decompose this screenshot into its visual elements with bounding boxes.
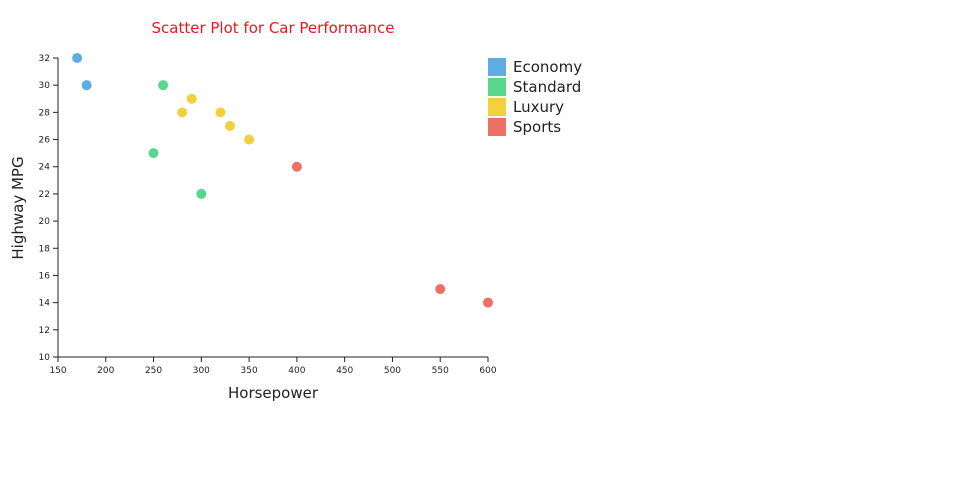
x-tick-label: 350	[241, 366, 258, 376]
y-tick-label: 22	[39, 190, 50, 200]
data-point-standard	[196, 188, 207, 199]
x-axis-ticks: 150 200 250 300 350 400 450 500 550 600	[49, 357, 497, 376]
chart-title: Scatter Plot for Car Performance	[152, 19, 395, 37]
legend-label-sports: Sports	[513, 118, 561, 136]
x-axis-title: Horsepower	[228, 384, 319, 402]
x-tick-label: 150	[49, 366, 66, 376]
data-point-luxury	[177, 107, 188, 118]
data-point-standard	[148, 148, 159, 159]
y-tick-label: 18	[39, 244, 51, 254]
data-point-standard	[158, 80, 169, 91]
y-tick-label: 20	[39, 217, 51, 227]
x-tick-label: 550	[432, 366, 449, 376]
data-point-sports	[483, 297, 493, 308]
y-tick-label: 12	[39, 326, 50, 336]
data-point-luxury	[244, 134, 255, 145]
y-tick-label: 32	[39, 54, 50, 64]
x-tick-label: 200	[97, 366, 114, 376]
data-point-economy	[81, 80, 92, 91]
data-point-sports	[435, 284, 446, 295]
x-tick-label: 300	[193, 366, 210, 376]
legend-swatch-standard	[488, 78, 506, 96]
y-axis-title: Highway MPG	[9, 156, 27, 259]
x-tick-label: 450	[336, 366, 353, 376]
x-tick-label: 600	[479, 366, 496, 376]
x-tick-label: 250	[145, 366, 162, 376]
y-axis-ticks: 10 12 14 16 18 20 22 24 26 28 30 32	[39, 54, 58, 363]
x-tick-label: 400	[288, 366, 305, 376]
data-point-sports	[291, 161, 302, 172]
legend-label-economy: Economy	[513, 58, 582, 76]
data-point-economy	[72, 53, 83, 63]
data-point-luxury	[186, 93, 197, 104]
y-tick-label: 26	[39, 136, 51, 146]
data-point-luxury	[215, 107, 226, 118]
legend-label-standard: Standard	[513, 78, 581, 96]
data-point-luxury	[225, 120, 235, 131]
x-tick-label: 500	[384, 366, 401, 376]
legend-swatch-luxury	[488, 98, 506, 116]
y-tick-label: 30	[39, 81, 51, 91]
data-points	[72, 53, 493, 308]
y-tick-label: 14	[39, 299, 51, 309]
y-tick-label: 28	[39, 108, 51, 118]
legend-swatch-economy	[488, 58, 506, 76]
legend-label-luxury: Luxury	[513, 98, 564, 116]
y-tick-label: 16	[39, 271, 51, 281]
y-tick-label: 10	[39, 353, 51, 363]
y-tick-label: 24	[39, 163, 51, 173]
legend-swatch-sports	[488, 118, 506, 136]
legend: Economy Standard Luxury Sports	[488, 58, 582, 136]
